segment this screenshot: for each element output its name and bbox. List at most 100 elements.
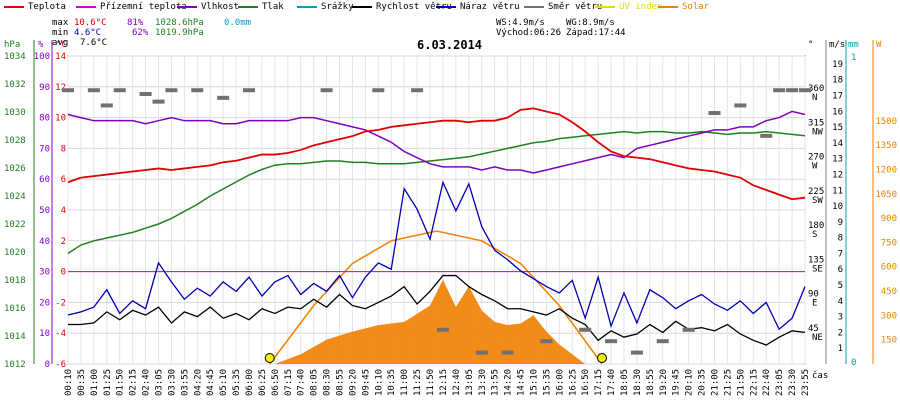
axis-title-hpa: hPa	[4, 40, 20, 50]
legend-item[interactable]: Teplota	[4, 2, 66, 12]
axis-tick-ms: 9	[838, 218, 843, 228]
axis-tick-ms: 13	[832, 155, 843, 165]
axis-tick-time: 02:40	[142, 369, 152, 396]
stats-max-rain: 0.0mm	[224, 18, 252, 28]
axis-tick-direction: 45	[808, 324, 819, 334]
series-humidity-line	[67, 110, 806, 174]
axis-tick-direction-letter: NE	[812, 333, 823, 343]
sunset-time: Západ:17:44	[566, 28, 626, 38]
axis-tick-watt: 1200	[875, 165, 897, 175]
legend-label: Přízemní teplota	[100, 2, 187, 12]
axis-tick-ms: 6	[838, 265, 843, 275]
series-wind-direction-mark	[682, 327, 695, 332]
axis-tick-percent: 80	[39, 114, 50, 124]
axis-tick-direction-letter: SE	[812, 264, 823, 274]
axis-tick-watt: 300	[881, 311, 897, 321]
axis-tick-hpa: 1014	[4, 332, 26, 342]
axis-tick-ms: 16	[832, 107, 843, 117]
series-wind-direction-mark	[152, 99, 165, 104]
series-wind-direction-mark	[436, 327, 449, 332]
axis-tick-time: 11:50	[426, 369, 436, 396]
axis-tick-watt: 450	[881, 287, 897, 297]
axis-tick-time: 18:30	[633, 369, 643, 396]
legend-item[interactable]: UV index	[595, 2, 662, 12]
legend-item[interactable]: Solar	[658, 2, 709, 12]
axis-tick-direction-letter: SW	[812, 196, 823, 206]
axis-tick-time: 21:25	[723, 369, 733, 396]
axis-tick-direction-letter: NW	[812, 127, 823, 137]
axis-tick-time: 16:00	[555, 369, 565, 396]
series-wind-direction-mark	[773, 88, 786, 93]
series-temperature-line	[67, 107, 806, 201]
series-wind-direction-mark	[217, 95, 230, 100]
axis-title-direction: °	[808, 40, 813, 50]
axis-tick-ms: 2	[838, 328, 843, 338]
axis-tick-time: 03:55	[180, 369, 190, 396]
wind-gust-max: WG:8.9m/s	[566, 18, 615, 28]
legend-item[interactable]: Rychlost větru	[352, 2, 452, 12]
axis-tick-mm: 0	[851, 358, 856, 368]
axis-tick-time: 19:20	[659, 369, 669, 396]
axis-tick-percent: 40	[39, 237, 50, 247]
axis-tick-time: 17:15	[594, 369, 604, 396]
axis-tick-percent: 60	[39, 175, 50, 185]
axis-tick-time: 16:25	[568, 369, 578, 396]
axis-tick-percent: 70	[39, 144, 50, 154]
axis-tick-time: 09:20	[348, 369, 358, 396]
axis-tick-direction: 90	[808, 290, 819, 300]
legend-item[interactable]: Srážky	[297, 2, 354, 12]
axis-tick-time: 23:05	[775, 369, 785, 396]
stats-max-label: max	[52, 18, 69, 28]
axis-tick-time: 03:30	[167, 369, 177, 396]
series-wind-direction-mark	[540, 339, 553, 344]
axis-tick-ms: 8	[838, 234, 843, 244]
axis-tick-percent: 90	[39, 83, 50, 93]
axis-tick-ms: 5	[838, 281, 843, 291]
axis-tick-hpa: 1018	[4, 276, 26, 286]
legend-label: Solar	[682, 2, 710, 12]
legend-label: Srážky	[321, 2, 354, 12]
axis-tick-direction-letter: E	[812, 299, 817, 309]
legend-item[interactable]: Přízemní teplota	[76, 2, 187, 12]
series-solar-area	[274, 279, 586, 364]
axis-tick-time: 20:10	[685, 369, 695, 396]
legend-item[interactable]: Směr větru	[524, 2, 602, 12]
legend-label: Náraz větru	[460, 2, 520, 12]
axis-tick-time: 06:50	[271, 369, 281, 396]
axis-tick-celsius: 2	[61, 237, 66, 247]
axis-tick-watt: 150	[881, 336, 897, 346]
axis-tick-time: 01:00	[90, 369, 100, 396]
axis-tick-celsius: 8	[61, 144, 66, 154]
series-wind-direction-mark	[605, 339, 618, 344]
series-wind-direction-mark	[786, 88, 799, 93]
axis-tick-time: 18:05	[620, 369, 630, 396]
stats-max-hum: 81%	[127, 18, 144, 28]
legend-item[interactable]: Náraz větru	[436, 2, 520, 12]
series-wind-direction-mark	[760, 133, 773, 138]
axis-tick-direction-letter: W	[812, 162, 818, 172]
axis-tick-direction-letter: N	[812, 93, 817, 103]
axis-title-celsius: °C	[56, 40, 67, 50]
legend-item[interactable]: Vlhkost	[177, 2, 239, 12]
series-wind-direction-mark	[191, 88, 204, 93]
axis-tick-time: 22:15	[749, 369, 759, 396]
legend-item[interactable]: Tlak	[238, 2, 284, 12]
series-wind-direction-mark	[734, 103, 747, 108]
axis-tick-percent: 0	[45, 360, 50, 370]
series-wind-gust-line	[67, 180, 806, 331]
axis-tick-hpa: 1012	[4, 360, 26, 370]
axis-tick-time: 03:05	[155, 369, 165, 396]
axis-tick-mm: 1	[851, 53, 856, 63]
axis-tick-ms: 19	[832, 60, 843, 70]
series-wind-speed-line	[68, 274, 806, 346]
sunrise-marker	[264, 353, 275, 363]
axis-tick-percent: 50	[39, 206, 50, 216]
axis-tick-hpa: 1024	[4, 192, 26, 202]
axis-tick-time: 11:00	[400, 369, 410, 396]
axis-tick-celsius: 12	[55, 83, 66, 93]
axis-tick-time: 16:50	[581, 369, 591, 396]
axis-tick-time: 15:10	[529, 369, 539, 396]
series-pressure-line	[67, 130, 806, 255]
axis-tick-time: 23:30	[788, 369, 798, 396]
